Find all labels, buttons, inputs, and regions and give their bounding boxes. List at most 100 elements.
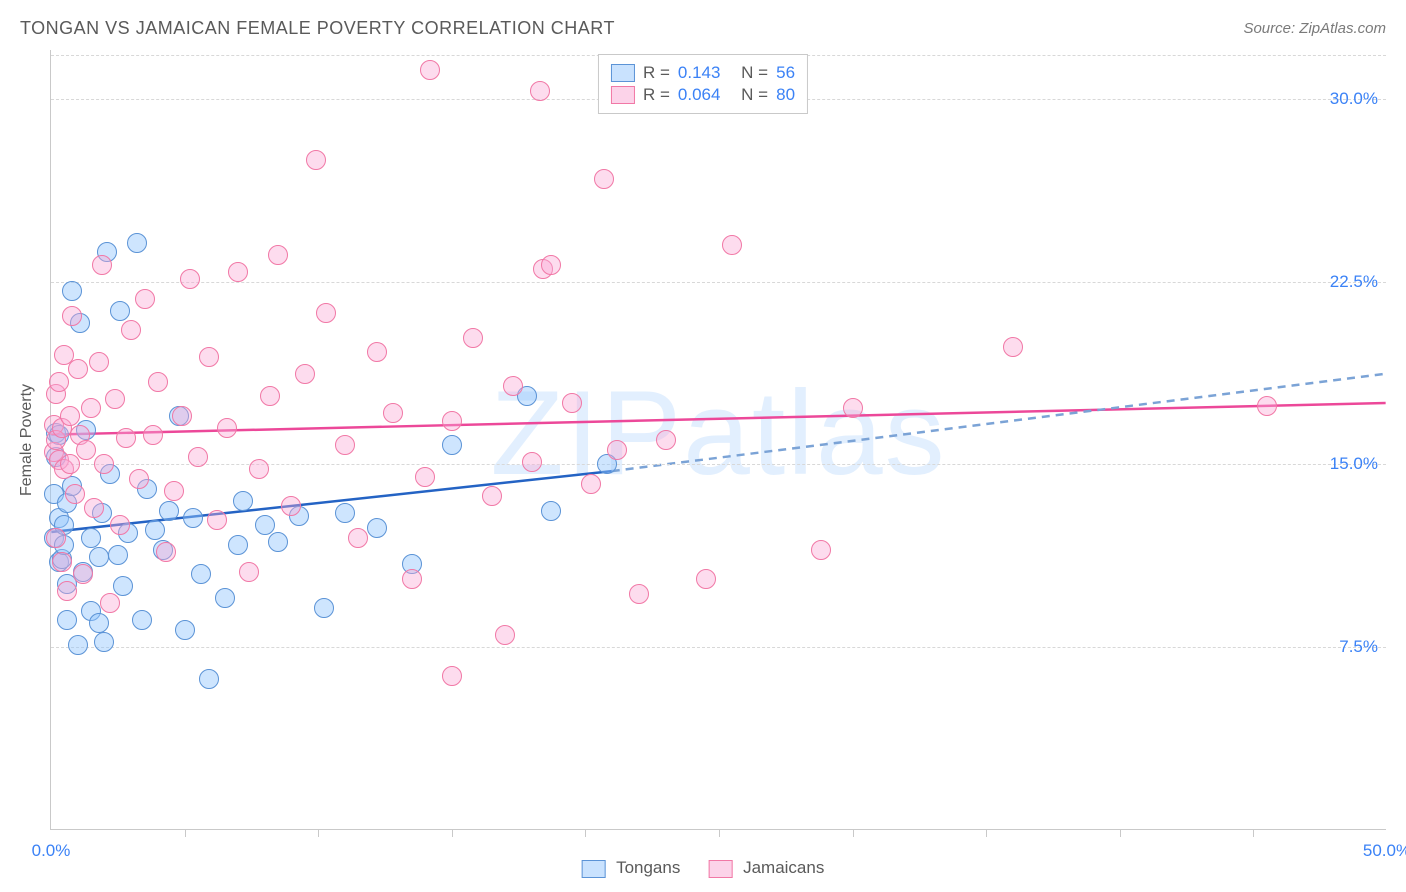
- scatter-point: [581, 474, 601, 494]
- scatter-point: [722, 235, 742, 255]
- scatter-point: [89, 547, 109, 567]
- scatter-point: [463, 328, 483, 348]
- scatter-point: [132, 610, 152, 630]
- legend-top-row-0: R = 0.143 N = 56: [611, 63, 795, 83]
- scatter-point: [199, 347, 219, 367]
- scatter-point: [62, 281, 82, 301]
- scatter-point: [60, 406, 80, 426]
- scatter-point: [530, 81, 550, 101]
- legend-n-value: 80: [776, 85, 795, 105]
- scatter-point: [65, 484, 85, 504]
- scatter-point: [1003, 337, 1023, 357]
- scatter-point: [402, 569, 422, 589]
- scatter-point: [249, 459, 269, 479]
- scatter-point: [482, 486, 502, 506]
- legend-r-value: 0.064: [678, 85, 721, 105]
- scatter-point: [156, 542, 176, 562]
- scatter-point: [335, 503, 355, 523]
- scatter-point: [183, 508, 203, 528]
- scatter-point: [159, 501, 179, 521]
- scatter-point: [495, 625, 515, 645]
- x-tick: [1253, 829, 1254, 837]
- scatter-point: [127, 233, 147, 253]
- scatter-point: [233, 491, 253, 511]
- scatter-point: [607, 440, 627, 460]
- scatter-point: [367, 342, 387, 362]
- scatter-point: [442, 411, 462, 431]
- scatter-point: [105, 389, 125, 409]
- scatter-point: [541, 255, 561, 275]
- scatter-point: [415, 467, 435, 487]
- legend-bottom-item-0: Tongans: [582, 858, 681, 878]
- scatter-point: [420, 60, 440, 80]
- legend-bottom: Tongans Jamaicans: [582, 858, 825, 878]
- x-tick: [452, 829, 453, 837]
- scatter-point: [116, 428, 136, 448]
- trend-lines-layer: [51, 50, 1386, 829]
- scatter-point: [367, 518, 387, 538]
- scatter-point: [108, 545, 128, 565]
- scatter-point: [145, 520, 165, 540]
- scatter-point: [696, 569, 716, 589]
- scatter-point: [442, 666, 462, 686]
- scatter-point: [207, 510, 227, 530]
- scatter-point: [89, 613, 109, 633]
- legend-top: R = 0.143 N = 56 R = 0.064 N = 80: [598, 54, 808, 114]
- plot-area: ZIPatlas 7.5%15.0%22.5%30.0%0.0%50.0%: [50, 50, 1386, 830]
- scatter-point: [46, 528, 66, 548]
- scatter-point: [268, 532, 288, 552]
- gridline: [51, 282, 1386, 283]
- scatter-point: [199, 669, 219, 689]
- legend-n-label: N =: [741, 85, 768, 105]
- scatter-point: [1257, 396, 1277, 416]
- scatter-point: [57, 581, 77, 601]
- legend-swatch-blue: [582, 860, 606, 878]
- gridline: [51, 647, 1386, 648]
- scatter-point: [255, 515, 275, 535]
- watermark-text: ZIPatlas: [490, 364, 946, 502]
- scatter-point: [335, 435, 355, 455]
- legend-swatch-pink: [708, 860, 732, 878]
- scatter-point: [656, 430, 676, 450]
- scatter-point: [811, 540, 831, 560]
- scatter-point: [81, 398, 101, 418]
- y-tick-label: 30.0%: [1330, 89, 1378, 109]
- scatter-point: [49, 372, 69, 392]
- scatter-point: [175, 620, 195, 640]
- scatter-point: [94, 632, 114, 652]
- scatter-point: [348, 528, 368, 548]
- scatter-point: [541, 501, 561, 521]
- x-tick-label: 0.0%: [32, 841, 71, 861]
- scatter-point: [268, 245, 288, 265]
- scatter-point: [306, 150, 326, 170]
- chart-container: TONGAN VS JAMAICAN FEMALE POVERTY CORREL…: [0, 0, 1406, 892]
- chart-title: TONGAN VS JAMAICAN FEMALE POVERTY CORREL…: [20, 18, 615, 39]
- scatter-point: [81, 528, 101, 548]
- legend-r-value: 0.143: [678, 63, 721, 83]
- scatter-point: [68, 635, 88, 655]
- scatter-point: [316, 303, 336, 323]
- y-axis-label: Female Poverty: [18, 384, 36, 496]
- scatter-point: [164, 481, 184, 501]
- scatter-point: [383, 403, 403, 423]
- y-tick-label: 7.5%: [1339, 637, 1378, 657]
- scatter-point: [843, 398, 863, 418]
- legend-swatch-pink: [611, 86, 635, 104]
- scatter-point: [503, 376, 523, 396]
- legend-swatch-blue: [611, 64, 635, 82]
- scatter-point: [52, 552, 72, 572]
- scatter-point: [191, 564, 211, 584]
- scatter-point: [215, 588, 235, 608]
- scatter-point: [148, 372, 168, 392]
- scatter-point: [121, 320, 141, 340]
- scatter-point: [295, 364, 315, 384]
- x-tick: [1120, 829, 1121, 837]
- x-tick: [585, 829, 586, 837]
- scatter-point: [239, 562, 259, 582]
- scatter-point: [84, 498, 104, 518]
- legend-n-value: 56: [776, 63, 795, 83]
- scatter-point: [594, 169, 614, 189]
- scatter-point: [172, 406, 192, 426]
- scatter-point: [129, 469, 149, 489]
- scatter-point: [89, 352, 109, 372]
